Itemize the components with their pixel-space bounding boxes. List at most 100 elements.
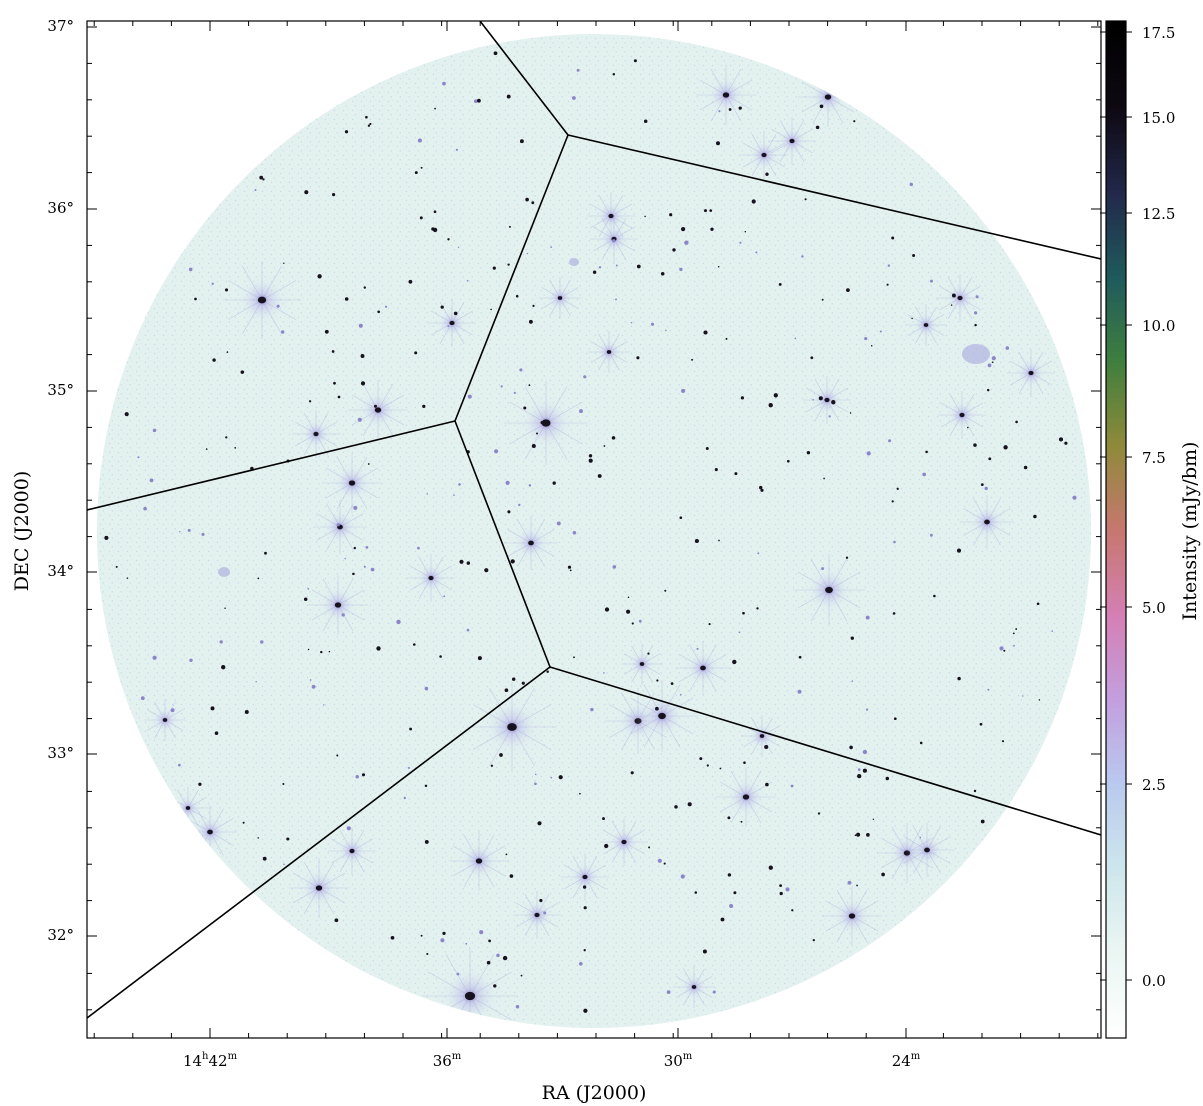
colorbar-tick-label: 5.0 bbox=[1142, 599, 1166, 617]
faint-source bbox=[558, 775, 563, 780]
faint-source bbox=[528, 384, 531, 387]
faint-source bbox=[535, 432, 539, 435]
colorbar-segment bbox=[1106, 229, 1126, 236]
faint-source bbox=[588, 454, 593, 458]
faint-source bbox=[664, 589, 667, 592]
colorbar-segment bbox=[1106, 483, 1126, 490]
faint-source bbox=[507, 510, 511, 514]
faint-source bbox=[888, 439, 892, 443]
faint-source bbox=[893, 717, 897, 721]
colorbar-segment bbox=[1106, 168, 1126, 175]
faint-source bbox=[573, 656, 575, 659]
colorbar-segment bbox=[1106, 778, 1126, 785]
faint-source bbox=[853, 120, 856, 123]
colorbar-segment bbox=[1106, 549, 1126, 556]
faint-source bbox=[988, 457, 992, 461]
faint-source bbox=[679, 693, 682, 696]
colorbar-segment bbox=[1106, 895, 1126, 902]
faint-source bbox=[1072, 495, 1077, 500]
plot-frame bbox=[86, 20, 1102, 1039]
colorbar-tick-label: 17.5 bbox=[1142, 24, 1175, 42]
bright-source bbox=[905, 304, 947, 346]
faint-source bbox=[424, 784, 428, 788]
faint-source bbox=[170, 708, 175, 713]
faint-source bbox=[413, 643, 416, 646]
colorbar-segment bbox=[1106, 676, 1126, 683]
faint-source bbox=[104, 535, 109, 540]
colorbar-segment bbox=[1106, 41, 1126, 48]
colorbar-segment bbox=[1106, 254, 1126, 261]
faint-source bbox=[851, 680, 854, 682]
colorbar-segment bbox=[1106, 687, 1126, 693]
faint-source bbox=[453, 494, 455, 496]
colorbar-tick-label: 12.5 bbox=[1142, 205, 1175, 223]
colorbar-segment bbox=[1106, 468, 1126, 475]
bright-source bbox=[741, 715, 783, 757]
colorbar-segment bbox=[1106, 31, 1126, 37]
faint-source bbox=[466, 561, 471, 565]
faint-source bbox=[602, 817, 605, 821]
colorbar-segment bbox=[1106, 529, 1126, 536]
faint-source bbox=[674, 805, 678, 809]
faint-source bbox=[508, 225, 511, 228]
colorbar-segment bbox=[1106, 244, 1126, 251]
faint-source bbox=[817, 812, 821, 815]
faint-source bbox=[189, 658, 193, 663]
colorbar-segment bbox=[1106, 310, 1126, 317]
faint-source bbox=[219, 640, 223, 644]
faint-source bbox=[630, 321, 633, 324]
colorbar-segment bbox=[1106, 982, 1126, 988]
colorbar-segment bbox=[1106, 453, 1126, 459]
faint-source bbox=[493, 984, 497, 988]
faint-source bbox=[643, 119, 648, 123]
faint-source bbox=[307, 588, 310, 590]
bright-source bbox=[348, 380, 408, 440]
colorbar-segment bbox=[1106, 890, 1126, 897]
faint-source bbox=[718, 539, 720, 542]
colorbar-segment bbox=[1106, 570, 1126, 576]
colorbar-segment bbox=[1106, 580, 1126, 587]
faint-source bbox=[457, 246, 460, 249]
faint-source bbox=[422, 404, 426, 409]
faint-source bbox=[333, 381, 336, 385]
colorbar-segment bbox=[1106, 437, 1126, 444]
faint-source bbox=[210, 706, 215, 711]
bright-source bbox=[588, 331, 630, 373]
colorbar-segment bbox=[1106, 971, 1126, 978]
colorbar-segment bbox=[1106, 448, 1126, 454]
colorbar-segment bbox=[1106, 844, 1126, 851]
faint-source bbox=[276, 304, 280, 308]
faint-source bbox=[973, 311, 978, 315]
diffuse-emission bbox=[218, 567, 230, 577]
bright-source bbox=[673, 966, 715, 1008]
colorbar-segment bbox=[1106, 951, 1126, 958]
faint-source bbox=[979, 722, 983, 726]
faint-source bbox=[991, 356, 996, 361]
faint-source bbox=[846, 288, 850, 292]
colorbar-segment bbox=[1106, 819, 1126, 826]
colorbar-segment bbox=[1106, 814, 1126, 820]
faint-source bbox=[324, 329, 329, 334]
faint-source bbox=[187, 528, 191, 532]
faint-source bbox=[143, 506, 147, 511]
colorbar-gradient bbox=[1106, 21, 1126, 1039]
colorbar-segment bbox=[1106, 82, 1126, 88]
faint-source bbox=[214, 731, 219, 735]
faint-source bbox=[881, 872, 885, 877]
faint-source bbox=[665, 329, 667, 332]
colorbar-segment bbox=[1106, 376, 1126, 383]
faint-source bbox=[710, 227, 714, 231]
faint-source bbox=[419, 216, 423, 220]
faint-source bbox=[738, 106, 742, 110]
colorbar-segment bbox=[1106, 773, 1126, 780]
facet-boundaries bbox=[87, 21, 1101, 1019]
faint-source bbox=[434, 107, 436, 110]
faint-source bbox=[679, 267, 683, 272]
faint-source bbox=[188, 267, 193, 272]
faint-source bbox=[520, 974, 523, 977]
faint-source bbox=[205, 448, 208, 450]
faint-source bbox=[532, 304, 535, 308]
faint-source bbox=[790, 784, 794, 788]
colorbar-segment bbox=[1106, 117, 1126, 124]
